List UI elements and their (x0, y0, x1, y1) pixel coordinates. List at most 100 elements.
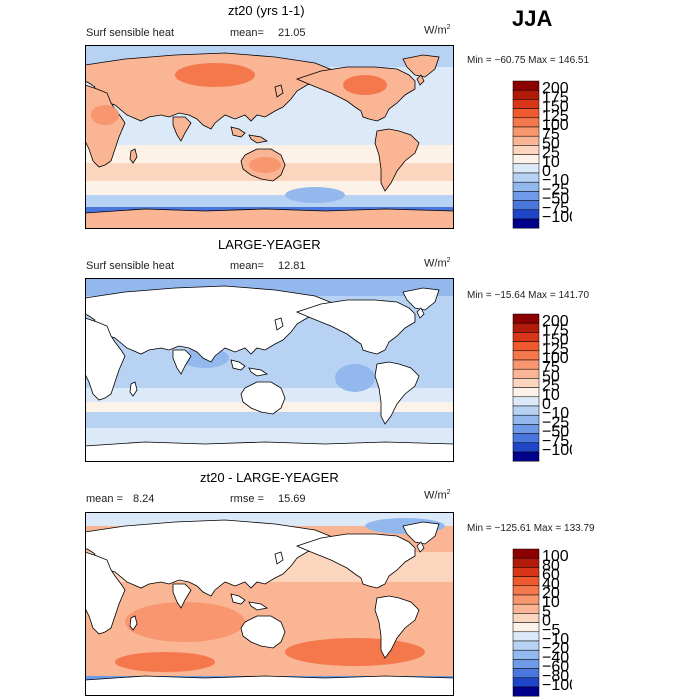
panel1-mean-label: mean= (230, 27, 264, 39)
colorbar-tick-label: −5 (542, 622, 560, 639)
colorbar-swatch (512, 451, 540, 462)
panel3-title: zt20 - LARGE-YEAGER (200, 470, 339, 485)
panel3-rmse-value: 15.69 (278, 493, 306, 505)
colorbar-swatch (512, 191, 540, 201)
colorbar-swatch (512, 567, 540, 577)
colorbar-tick-label: −75 (542, 433, 569, 450)
landmass-namerica (295, 299, 416, 355)
landmass-greenland (402, 521, 440, 545)
landmass-india (172, 116, 192, 142)
colorbar-tick-label: 10 (542, 154, 560, 171)
landmass-greenland (402, 287, 440, 311)
colorbar-tick-label: 175 (542, 322, 569, 339)
panel1-mean-value: 21.05 (278, 27, 306, 39)
colorbar-swatch (512, 378, 540, 388)
colorbar-tick-label: 200 (542, 80, 569, 97)
colorbar-swatch (512, 640, 540, 651)
colorbar-tick-label: 0 (542, 163, 551, 180)
colorbar-swatch (512, 89, 540, 100)
panel2-variable-label: Surf sensible heat (86, 260, 175, 272)
colorbar-tick-label: −25 (542, 181, 569, 198)
map-frame (85, 512, 454, 696)
landmass-india (172, 583, 192, 609)
colorbar-swatch (512, 172, 540, 183)
landmass-uk (416, 541, 425, 553)
colorbar-tick-label: −10 (542, 172, 569, 189)
landmass-india (172, 349, 192, 375)
landmass-seasia (230, 126, 269, 144)
colorbar-tick-label: 75 (542, 359, 560, 376)
season-label: JJA (512, 6, 553, 31)
landmass-samerica (374, 361, 420, 425)
landmass-madagascar (129, 615, 138, 631)
landmass-namerica (295, 533, 416, 589)
colorbar-tick-label: 50 (542, 368, 560, 385)
colorbar-tick-label: 50 (542, 135, 560, 152)
colorbar-tick-label: 175 (542, 89, 569, 106)
colorbar-tick-label: −40 (542, 649, 569, 666)
panel1-minmax: Min = −60.75 Max = 146.51 (467, 55, 590, 66)
colorbar-swatch (512, 613, 540, 623)
landmass-madagascar (129, 148, 138, 164)
colorbar-swatch (512, 668, 540, 679)
colorbar-tick-label: 5 (542, 603, 551, 620)
landmass-japan (274, 317, 284, 331)
colorbar-swatch (512, 80, 540, 91)
colorbar-swatch (512, 181, 540, 192)
colorbar-swatch (512, 631, 540, 642)
colorbar-tick-label: 150 (542, 332, 569, 349)
landmass-japan (274, 551, 284, 565)
panel2-mean-value: 12.81 (278, 260, 306, 272)
panel2-units: W/m2 (424, 257, 451, 270)
landmass-uk (416, 307, 425, 319)
colorbar-swatch (512, 433, 540, 444)
panel3-map (85, 512, 454, 696)
colorbar-swatch (512, 414, 540, 425)
colorbar-tick-label: −10 (542, 631, 569, 648)
landmass-australia (240, 615, 286, 649)
colorbar-swatch (512, 135, 540, 146)
panel3-mean-value: 8.24 (133, 493, 155, 505)
landmass-africa (85, 317, 126, 401)
colorbar-tick-label: 80 (542, 557, 560, 574)
colorbar-tick-label: 100 (542, 548, 569, 565)
colorbar-swatch (512, 424, 540, 434)
colorbar-swatch (512, 594, 540, 605)
colorbar-swatch (512, 548, 540, 559)
colorbar-tick-label: −50 (542, 424, 569, 441)
colorbar-tick-label: 20 (542, 585, 560, 602)
landmass-samerica (374, 128, 420, 192)
landmass-uk (416, 74, 425, 86)
map-frame (85, 45, 454, 229)
colorbar-tick-label: −100 (542, 442, 572, 459)
panel3-mean-label: mean = (86, 493, 123, 505)
colorbar-swatch (512, 322, 540, 333)
colorbar-swatch (512, 218, 540, 229)
colorbar-tick-label: 60 (542, 567, 560, 584)
colorbar-tick-label: 75 (542, 126, 560, 143)
panel2-mean-label: mean= (230, 260, 264, 272)
colorbar-swatch (512, 576, 540, 587)
colorbar-tick-label: 40 (542, 576, 560, 593)
colorbar-tick-label: 100 (542, 350, 569, 367)
colorbar-swatch (512, 341, 540, 352)
colorbar-swatch (512, 99, 540, 109)
colorbar-swatch (512, 659, 540, 669)
colorbar-swatch (512, 154, 540, 165)
colorbar-tick-label: −75 (542, 200, 569, 217)
colorbar-swatch (512, 209, 540, 220)
landmass-seasia (230, 359, 269, 377)
landmass-antarctica (85, 208, 454, 229)
colorbar-tick-label: 25 (542, 145, 560, 162)
colorbar-tick-label: 0 (542, 613, 551, 630)
landmass-greenland (402, 54, 440, 78)
colorbar-tick-label: −100 (542, 677, 572, 694)
colorbar-swatch (512, 677, 540, 688)
landmass-seasia (230, 593, 269, 611)
landmass-antarctica (85, 441, 454, 462)
colorbar-tick-label: 100 (542, 117, 569, 134)
colorbar-swatch (512, 585, 540, 596)
colorbar-tick-label: −80 (542, 668, 569, 685)
